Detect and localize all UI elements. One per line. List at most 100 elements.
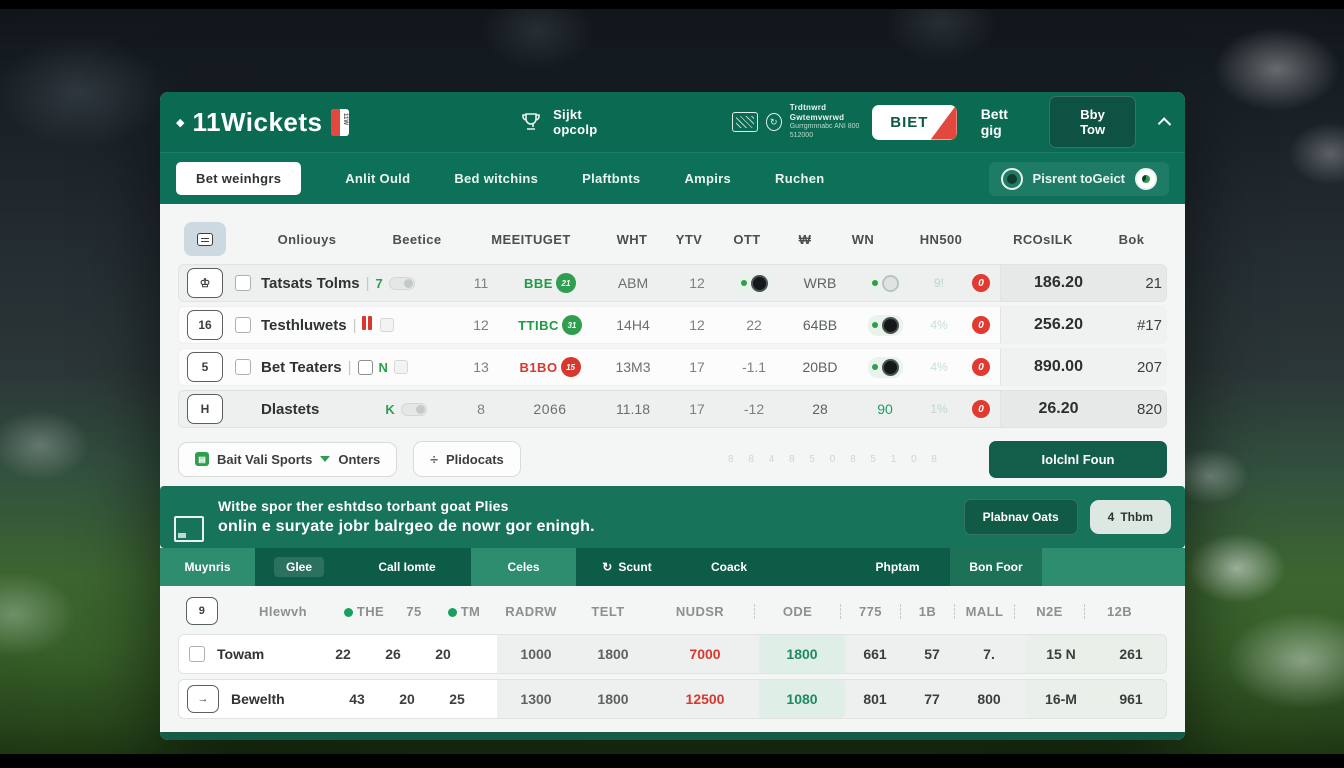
cell: 11.18 bbox=[616, 401, 650, 417]
nav-account[interactable]: Pisrent toGeict bbox=[988, 161, 1169, 196]
row-right-section: 16-M 961 bbox=[1026, 680, 1166, 718]
col-header[interactable]: N2E bbox=[1014, 603, 1084, 619]
rank-value: 820 bbox=[1136, 400, 1162, 418]
alert-icon[interactable]: 0 bbox=[972, 316, 990, 334]
table-row[interactable]: ♔ Tatsats Tolms | 7 11 BBE 21 ABM 12 WRB 9! 0 186.20… bbox=[178, 264, 1167, 302]
col-header[interactable]: NUDSR bbox=[675, 603, 725, 619]
alert-icon[interactable]: 0 bbox=[972, 274, 990, 292]
col-header[interactable]: ODE bbox=[754, 603, 840, 619]
table-row[interactable]: 16 Testhluwets | 12 TTIBC 31 14H4 12 22 64BB 4% 0 25… bbox=[178, 306, 1167, 344]
cell: 1800 bbox=[597, 691, 629, 707]
toggle[interactable] bbox=[867, 356, 903, 378]
col-header[interactable]: ₩ bbox=[798, 231, 812, 247]
col-header[interactable]: WN bbox=[851, 231, 875, 247]
col-header[interactable]: Onliouys bbox=[277, 231, 337, 247]
banner-line1: Witbe spor ther eshtdso torbant goat Pli… bbox=[218, 497, 509, 514]
mini-toggle[interactable] bbox=[400, 402, 427, 416]
col-header[interactable]: Beetice bbox=[392, 231, 442, 247]
col-header[interactable]: HN500 bbox=[919, 231, 963, 247]
col-header[interactable]: RCOsILK bbox=[1013, 231, 1073, 247]
col-header[interactable]: 75 bbox=[406, 603, 422, 619]
account-label: Pisrent toGeict bbox=[1032, 171, 1125, 186]
chevron-up-icon[interactable] bbox=[1157, 117, 1172, 131]
alert-icon[interactable]: 0 bbox=[972, 358, 990, 376]
row-left-section: → Bewelth 43 20 25 bbox=[179, 680, 497, 718]
row-checkbox[interactable] bbox=[235, 359, 251, 375]
table2-menu-icon[interactable]: 9 bbox=[186, 597, 218, 625]
tab-bon-foor[interactable]: Bon Foor bbox=[950, 548, 1042, 586]
cell: 4% bbox=[930, 360, 948, 374]
rank-value: #17 bbox=[1136, 316, 1162, 334]
col-header[interactable]: MALL bbox=[954, 603, 1014, 619]
banner-secondary-button[interactable]: Plabnav Oats bbox=[963, 499, 1078, 535]
nav-item-3[interactable]: Plaftbnts bbox=[582, 171, 641, 186]
col-header[interactable]: 1B bbox=[900, 603, 954, 619]
trophy-icon bbox=[519, 110, 543, 134]
table1-menu-icon[interactable] bbox=[184, 222, 226, 256]
nav-item-2[interactable]: Bed witchins bbox=[454, 171, 539, 186]
row-checkbox[interactable] bbox=[235, 275, 251, 291]
table-row[interactable]: 5 Bet Teaters | N 13 B1BO 15 13M3 17 -1.1 20BD 4% 0 8… bbox=[178, 348, 1167, 386]
mini-checkbox[interactable] bbox=[380, 318, 395, 332]
tab-celes[interactable]: Celes bbox=[471, 548, 576, 586]
table-row[interactable]: H Dlastets K 8 2066 11.18 17 -12 28 90 1% 0 26.20 820 bbox=[178, 390, 1167, 428]
signup-label[interactable]: Sijkt opcolp bbox=[553, 107, 598, 137]
row-total-section: 890.00 207 bbox=[1000, 349, 1166, 385]
cell: 7000 bbox=[689, 646, 721, 662]
row-icon: ♔ bbox=[187, 268, 223, 298]
cell: -1.1 bbox=[741, 359, 767, 375]
pagination[interactable]: 8 8 4 8 5 0 8 5 1 0 8 bbox=[728, 453, 943, 465]
banner-primary-button[interactable]: 4 Thbm bbox=[1089, 500, 1171, 534]
col-header[interactable]: WHT bbox=[616, 231, 648, 247]
cell: 4% bbox=[930, 318, 948, 332]
row-checkbox[interactable] bbox=[235, 317, 251, 333]
bet-button[interactable]: BIET bbox=[872, 104, 957, 140]
nav-item-0[interactable]: Bet weinhgrs bbox=[176, 162, 302, 195]
nav-item-4[interactable]: Ampirs bbox=[684, 171, 732, 186]
tab-coack[interactable]: Coack bbox=[678, 548, 780, 586]
tab-glee[interactable]: Glee bbox=[255, 548, 343, 586]
col-header[interactable]: 775 bbox=[840, 603, 900, 619]
table-row[interactable]: → Bewelth 43 20 25 1300 1800 12500 1080 801 77 800 1… bbox=[178, 679, 1167, 719]
export-button[interactable]: ÷ Plidocats bbox=[413, 441, 521, 477]
col-header[interactable]: TM bbox=[436, 604, 492, 619]
mini-checkbox[interactable] bbox=[357, 359, 373, 375]
cell: 26 bbox=[385, 646, 401, 662]
promo-badge[interactable]: ↻ Trdtnwrd Gwtemvwrwd Gurrgmnnabc ANI 80… bbox=[731, 103, 873, 141]
toggle[interactable] bbox=[867, 272, 903, 294]
tab-muynris[interactable]: Muynris bbox=[160, 548, 255, 586]
mini-toggle[interactable] bbox=[388, 276, 415, 290]
tab-call-iomte[interactable]: Call Iomte bbox=[343, 548, 471, 586]
cell: 22 bbox=[335, 646, 351, 662]
col-header[interactable]: YTV bbox=[675, 231, 703, 247]
app-logo[interactable]: 11Wickets bbox=[192, 106, 323, 137]
mini-checkbox[interactable] bbox=[393, 360, 408, 374]
col-header[interactable]: 12B bbox=[1084, 603, 1154, 619]
toggle[interactable] bbox=[867, 314, 903, 336]
bett-gig-label[interactable]: Bett gig bbox=[980, 106, 1008, 138]
alert-icon[interactable]: 0 bbox=[972, 400, 990, 418]
badge-circle-icon: 15 bbox=[560, 357, 581, 377]
row-icon: 16 bbox=[187, 310, 223, 340]
col-header[interactable]: Hlewvh bbox=[259, 603, 307, 619]
tab-scunt[interactable]: ↻ Scunt bbox=[576, 548, 678, 586]
badge-cell: TTIBC 31 bbox=[506, 315, 594, 335]
table-row[interactable]: Towam 22 26 20 1000 1800 7000 1800 661 57 7. 15 N 26… bbox=[178, 634, 1167, 674]
toggle[interactable] bbox=[736, 272, 772, 294]
col-header[interactable]: TELT bbox=[591, 603, 625, 619]
row-name: Tatsats Tolms | 7 bbox=[261, 275, 456, 292]
primary-action-button[interactable]: Iolclnl Foun bbox=[989, 440, 1167, 478]
nav-item-5[interactable]: Ruchen bbox=[775, 171, 825, 186]
col-header[interactable]: MEEITUGET bbox=[491, 231, 571, 247]
sports-filter-button[interactable]: ▤ Bait Vali Sports Onters bbox=[178, 441, 398, 477]
col-header[interactable]: RADRW bbox=[505, 603, 557, 619]
nav-item-1[interactable]: Anlit Ould bbox=[345, 171, 411, 186]
buy-now-button[interactable]: Bby Tow bbox=[1048, 96, 1137, 148]
row-checkbox[interactable] bbox=[189, 646, 205, 662]
col-header[interactable]: THE bbox=[336, 604, 392, 619]
col-header[interactable]: OTT bbox=[733, 231, 761, 247]
col-header[interactable]: Bok bbox=[1118, 231, 1145, 247]
cell: 13M3 bbox=[615, 359, 651, 375]
tab-phptam[interactable]: Phptam bbox=[845, 548, 950, 586]
badge-cell: B1BO 15 bbox=[506, 357, 594, 377]
